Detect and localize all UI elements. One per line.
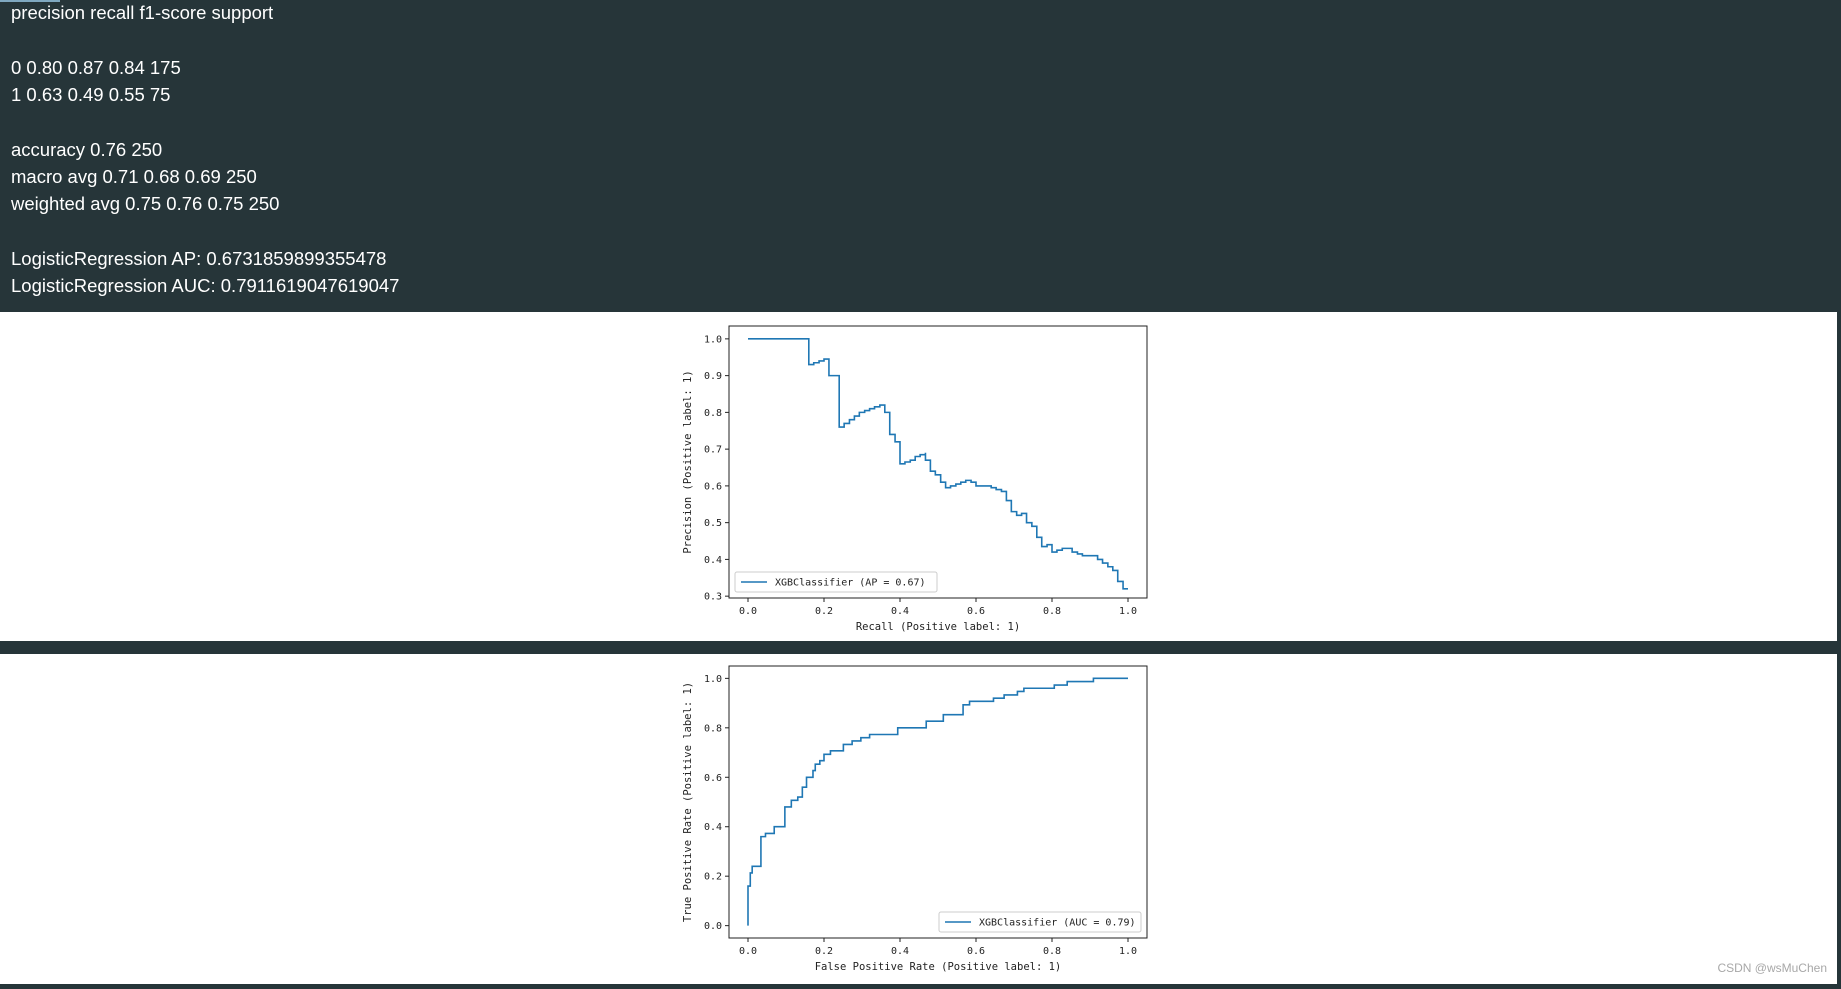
roc-legend-box [938, 911, 1142, 933]
roc-xtick-label: 0.6 [967, 946, 985, 957]
pr-xtick-label: 0.8 [1043, 606, 1061, 617]
logreg-ap-line: LogisticRegression AP: 0.673185989935547… [11, 248, 387, 269]
roc-plot-frame [728, 665, 1148, 939]
pr-ytick-label: 0.5 [704, 518, 722, 529]
pr-ytick-label: 0.3 [704, 592, 722, 603]
roc-ytick-label: 0.4 [704, 822, 722, 833]
pr-ytick-label: 1.0 [704, 334, 722, 345]
pr-xtick-label: 0.2 [815, 606, 833, 617]
roc-xtick-label: 0.8 [1043, 946, 1061, 957]
roc-ytick-label: 0.2 [704, 872, 722, 883]
roc-ytick-label: 1.0 [704, 674, 722, 685]
roc-ytick-label: 0.0 [704, 921, 722, 932]
pr-xtick-label: 1.0 [1119, 606, 1137, 617]
logreg-auc-line: LogisticRegression AUC: 0.79116190476190… [11, 275, 400, 296]
pr-plot-frame [728, 325, 1148, 599]
pr-xlabel: Recall (Positive label: 1) [856, 621, 1020, 633]
pr-series-line [748, 338, 1128, 590]
precision-recall-chart: 0.0 0.2 0.4 0.6 0.8 1.0 0.3 0.4 0.5 0.6 0.7 0.8 0.9 1… [682, 325, 1148, 633]
roc-xtick-label: 0.2 [815, 946, 833, 957]
roc-legend-label: XGBClassifier (AUC = 0.79) [979, 918, 1136, 929]
roc-xtick-label: 1.0 [1119, 946, 1137, 957]
pr-ytick-label: 0.9 [704, 371, 722, 382]
classification-report-output: precision recall f1-score support 0 0.80… [0, 0, 1841, 312]
roc-ytick-label: 0.8 [704, 723, 722, 734]
roc-xtick-label: 0.4 [891, 946, 909, 957]
pr-ytick-label: 0.7 [704, 445, 722, 456]
tab-underline [0, 0, 60, 2]
pr-xtick-label: 0.6 [967, 606, 985, 617]
roc-series-line [747, 677, 1128, 926]
roc-ylabel: True Positive Rate (Positive label: 1) [682, 682, 694, 922]
report-class-1-line: 1 0.63 0.49 0.55 75 [11, 84, 171, 105]
report-macro-avg-line: macro avg 0.71 0.68 0.69 250 [11, 166, 257, 187]
pr-ytick-label: 0.6 [704, 481, 722, 492]
pr-ytick-label: 0.4 [704, 555, 722, 566]
pr-xtick-label: 0.0 [739, 606, 757, 617]
roc-xlabel: False Positive Rate (Positive label: 1) [815, 961, 1062, 973]
report-weighted-avg-line: weighted avg 0.75 0.76 0.75 250 [11, 193, 280, 214]
roc-xtick-label: 0.0 [739, 946, 757, 957]
pr-xtick-label: 0.4 [891, 606, 909, 617]
roc-chart: 0.0 0.2 0.4 0.6 0.8 1.0 0.0 0.2 0.4 0.6 0.8 1.0 Fals… [682, 665, 1148, 973]
report-accuracy-line: accuracy 0.76 250 [11, 139, 163, 160]
report-header-line: precision recall f1-score support [11, 2, 274, 23]
roc-plot-panel: 0.0 0.2 0.4 0.6 0.8 1.0 0.0 0.2 0.4 0.6 0.8 1.0 Fals… [0, 654, 1837, 984]
report-class-0-line: 0 0.80 0.87 0.84 175 [11, 57, 181, 78]
pr-legend-box [734, 571, 938, 593]
pr-legend-label: XGBClassifier (AP = 0.67) [775, 578, 926, 589]
roc-ytick-label: 0.6 [704, 773, 722, 784]
watermark: CSDN @wsMuChen [1717, 961, 1827, 975]
precision-recall-plot-panel: 0.0 0.2 0.4 0.6 0.8 1.0 0.3 0.4 0.5 0.6 0.7 0.8 0.9 1… [0, 312, 1837, 641]
pr-ytick-label: 0.8 [704, 408, 722, 419]
pr-ylabel: Precision (Positive label: 1) [682, 370, 694, 553]
